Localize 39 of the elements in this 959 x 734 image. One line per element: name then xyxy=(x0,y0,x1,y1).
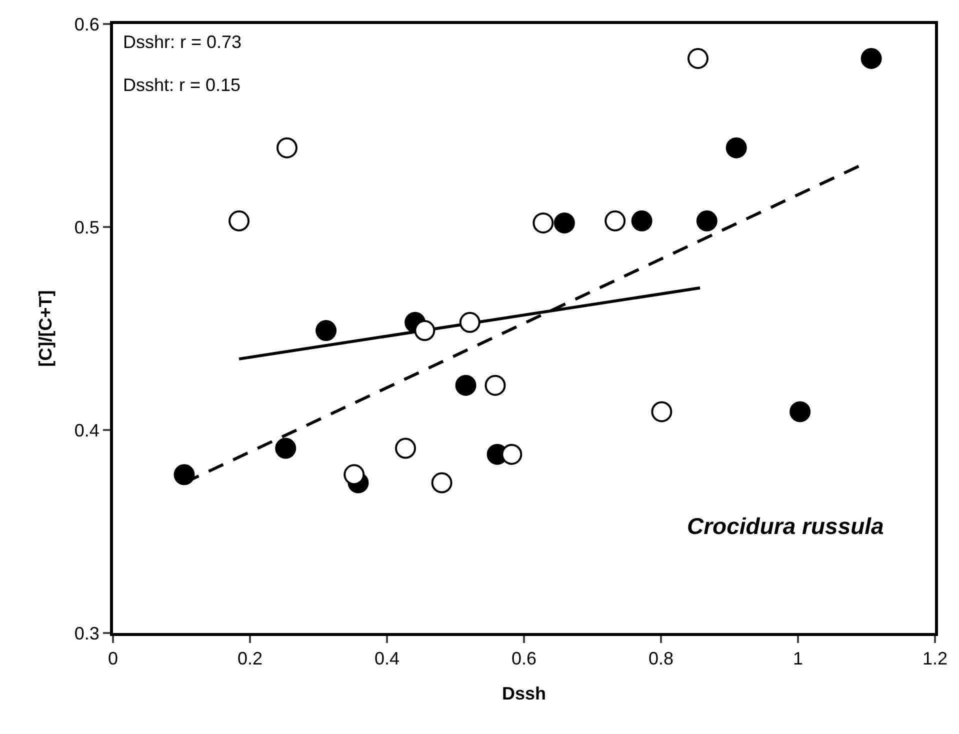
point xyxy=(554,212,575,234)
point xyxy=(790,401,811,422)
x-tick-label: 1.2 xyxy=(922,648,948,669)
y-tick-label: 0.3 xyxy=(74,623,100,644)
y-tick-label: 0.4 xyxy=(74,420,100,440)
point xyxy=(431,472,452,494)
point xyxy=(276,137,298,158)
x-tick-label: 0.6 xyxy=(511,648,537,669)
x-tick-label: 0.2 xyxy=(237,648,263,669)
point xyxy=(275,438,296,459)
annotation: Crocidura russula xyxy=(687,513,884,539)
point xyxy=(631,210,652,232)
point xyxy=(414,320,436,342)
point xyxy=(395,438,416,459)
point xyxy=(459,312,480,333)
y-tick-label: 0.5 xyxy=(74,217,100,238)
point xyxy=(696,210,718,232)
x-tick-label: 0 xyxy=(108,648,118,669)
point xyxy=(532,212,554,234)
point xyxy=(501,444,522,465)
x-axis-title: Dssh xyxy=(502,684,546,704)
y-tick-label: 0.6 xyxy=(74,14,100,34)
point xyxy=(344,464,365,486)
x-tick-label: 0.8 xyxy=(648,648,674,669)
point xyxy=(316,320,337,342)
x-tick-label: 0.4 xyxy=(374,648,400,669)
point xyxy=(228,210,250,232)
y-axis-title: [C]/[C+T] xyxy=(36,290,56,367)
point xyxy=(604,210,626,232)
point xyxy=(860,48,882,69)
x-tick-label: 1 xyxy=(792,648,804,669)
point xyxy=(726,137,747,158)
annotation: Dssht: r = 0.15 xyxy=(123,75,241,95)
point xyxy=(455,374,476,396)
point xyxy=(651,401,672,422)
point xyxy=(688,48,708,69)
point xyxy=(174,464,195,486)
annotation: Dsshr: r = 0.73 xyxy=(123,32,242,52)
point xyxy=(484,374,506,396)
